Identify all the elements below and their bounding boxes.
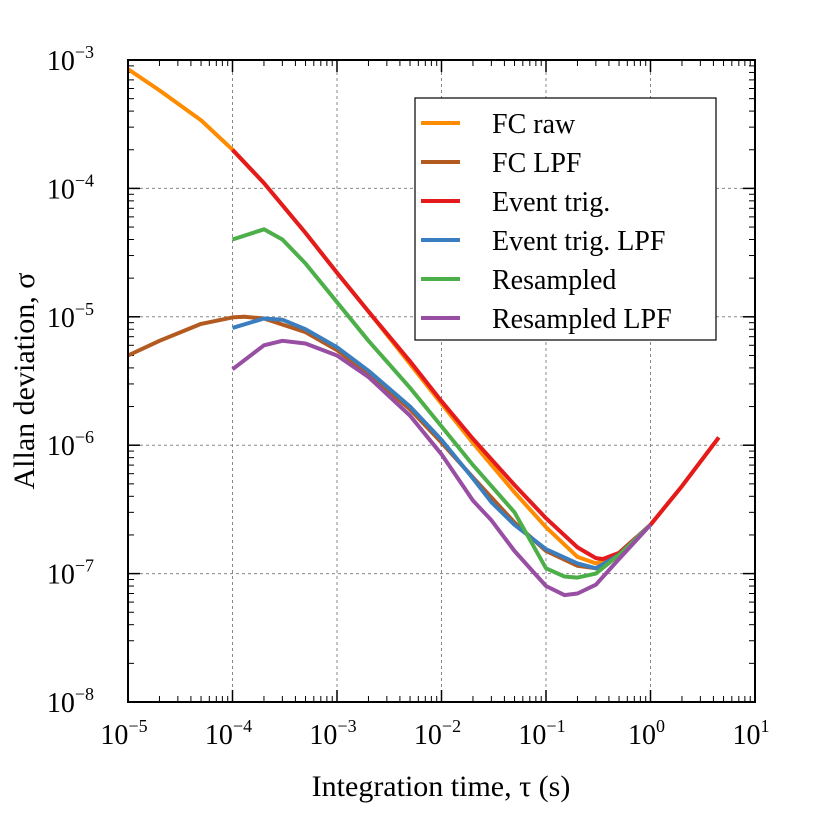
legend: FC raw FC LPF Event trig. Event trig. LPF Re… [414,97,717,341]
legend-label: Resampled LPF [492,304,672,335]
series-line-resampled [231,227,652,580]
x-tick-label: 10−4 [205,716,252,751]
y-tick-label: 10−3 [47,42,94,77]
x-axis-title: Integration time, τ (s) [312,770,571,803]
tick-labels: 10−5 10−4 10−3 10−2 10−1 100 101 10−8 10−7 10−6 10… [47,42,770,751]
x-tick-label: 100 [628,716,665,751]
y-tick-label: 10−6 [47,427,94,462]
series-line-event-trig-lpf [231,316,652,571]
legend-label: Resampled [492,265,616,296]
series-lines [126,67,721,598]
legend-label: FC LPF [492,148,582,179]
legend-box [414,97,717,341]
y-tick-label: 10−8 [47,684,94,719]
legend-label: Event trig. [492,187,610,218]
y-tick-label: 10−4 [47,170,94,205]
plot-frame [127,59,756,703]
y-tick-label: 10−5 [47,299,94,334]
x-tick-label: 10−5 [100,716,147,751]
y-axis-title: Allan deviation, σ [8,273,41,490]
y-tick-label: 10−7 [47,556,94,591]
legend-label: FC raw [492,109,576,140]
x-tick-label: 10−1 [518,716,565,751]
x-tick-label: 10−2 [414,716,461,751]
legend-label: Event trig. LPF [492,226,665,257]
x-tick-label: 101 [733,716,770,751]
series-line-resampled-lpf [231,338,652,598]
x-tick-label: 10−3 [309,716,356,751]
